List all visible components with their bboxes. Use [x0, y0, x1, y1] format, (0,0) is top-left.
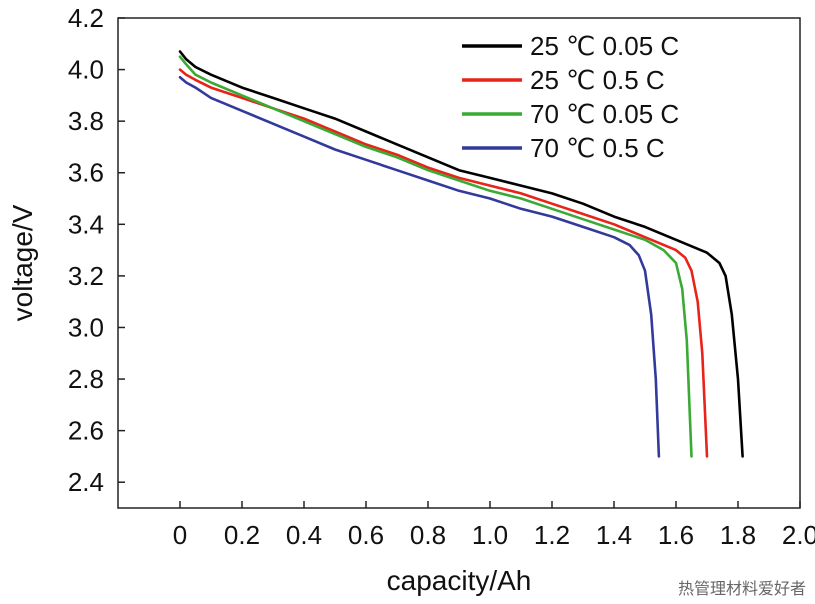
y-tick-label: 2.6: [68, 416, 104, 446]
series-line-4: [178, 76, 661, 458]
y-tick-label: 2.8: [68, 364, 104, 394]
watermark-text: 热管理材料爱好者: [678, 579, 806, 598]
series-lines: [178, 50, 744, 458]
x-tick-label: 0.8: [410, 520, 446, 550]
y-tick-label: 3.2: [68, 261, 104, 291]
y-tick-label: 3.6: [68, 158, 104, 188]
y-tick-label: 3.8: [68, 106, 104, 136]
x-tick-label: 1.0: [472, 520, 508, 550]
y-axis-ticks: 2.4 2.6 2.8 3.0 3.2 3.4 3.6 3.8 4.0 4.2: [68, 3, 125, 497]
x-tick-label: 2.0: [782, 520, 815, 550]
x-tick-label: 1.6: [658, 520, 694, 550]
y-tick-label: 3.0: [68, 312, 104, 342]
plot-frame: [117, 17, 801, 509]
x-tick-label: 0.2: [224, 520, 260, 550]
x-axis-ticks: 0 0.2 0.4 0.6 0.8 1.0 1.2 1.4 1.6 1.8 2.0: [173, 501, 815, 550]
legend-label-4: 70 ℃ 0.5 C: [530, 133, 665, 163]
legend-label-3: 70 ℃ 0.05 C: [530, 99, 679, 129]
series-line-3: [178, 55, 693, 458]
y-tick-label: 4.2: [68, 3, 104, 33]
x-tick-label: 0: [173, 520, 187, 550]
series-line-1: [178, 50, 744, 458]
legend-label-1: 25 ℃ 0.05 C: [530, 31, 679, 61]
legend-label-2: 25 ℃ 0.5 C: [530, 65, 665, 95]
series-line-2: [178, 68, 709, 458]
x-axis-label: capacity/Ah: [387, 565, 532, 596]
x-tick-label: 1.8: [720, 520, 756, 550]
x-tick-label: 1.2: [534, 520, 570, 550]
y-tick-label: 4.0: [68, 55, 104, 85]
x-tick-label: 1.4: [596, 520, 632, 550]
y-tick-label: 2.4: [68, 467, 104, 497]
x-tick-label: 0.6: [348, 520, 384, 550]
legend: 25 ℃ 0.05 C 25 ℃ 0.5 C 70 ℃ 0.05 C 70 ℃ 0.5…: [462, 31, 679, 163]
y-tick-label: 3.4: [68, 209, 104, 239]
y-axis-label: voltage/V: [7, 204, 38, 321]
x-tick-label: 0.4: [286, 520, 322, 550]
